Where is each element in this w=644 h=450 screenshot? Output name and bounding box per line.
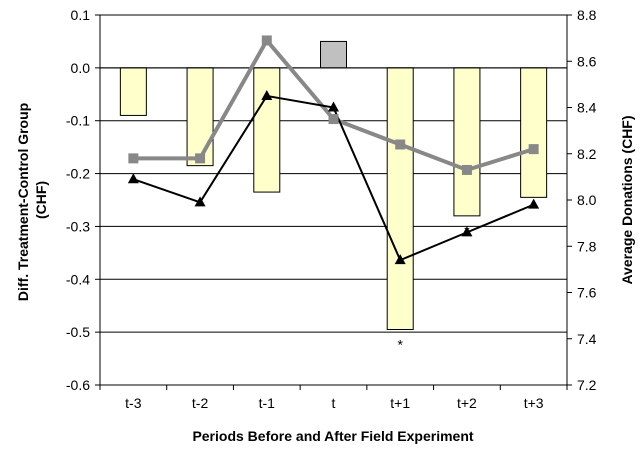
annotations: ** [397, 223, 470, 353]
plot-area [99, 14, 568, 386]
y2-tick-label: 8.6 [577, 53, 597, 69]
y-axis-left-title-line2: (CHF) [33, 181, 49, 219]
x-tick-label: t+3 [524, 395, 544, 411]
bar [119, 67, 147, 116]
y-tick-label: -0.5 [66, 324, 90, 340]
y-tick-label: 0.1 [71, 7, 91, 23]
marker-square [528, 144, 539, 155]
marker-triangle [461, 226, 473, 237]
marker-square [128, 153, 139, 164]
y-axis-left-ticks: 0.1 0.0 -0.1 -0.2 -0.3 -0.4 -0.5 -0.6 [66, 7, 100, 393]
markers [127, 35, 540, 265]
marker-triangle [194, 196, 206, 207]
bar [186, 67, 214, 167]
marker-triangle [528, 198, 540, 209]
marker-triangle [261, 89, 273, 100]
bar [453, 67, 481, 217]
y-axis-right-title: Average Donations (CHF) [619, 115, 635, 284]
marker-triangle [394, 254, 406, 265]
y-tick-label: 0.0 [71, 60, 91, 76]
x-tick-label: t+2 [457, 395, 477, 411]
significance-star: * [397, 337, 403, 353]
x-tick-label: t+1 [390, 395, 410, 411]
y2-tick-label: 8.4 [577, 100, 597, 116]
x-tick-label: t-3 [125, 395, 142, 411]
marker-square [395, 139, 406, 150]
y-axis-left-title: Diff. Treatment-Control Group (CHF) [15, 99, 49, 301]
y2-tick-label: 7.8 [577, 238, 597, 254]
y-tick-label: -0.1 [66, 113, 90, 129]
y2-tick-label: 7.6 [577, 285, 597, 301]
y-tick-label: -0.6 [66, 377, 90, 393]
y2-tick-label: 7.2 [577, 377, 597, 393]
marker-square [461, 164, 472, 175]
x-tick-label: t-2 [192, 395, 209, 411]
bar-highlight [320, 40, 347, 69]
bars [100, 40, 567, 330]
bar [386, 67, 414, 330]
marker-square [328, 114, 339, 125]
marker-square [195, 153, 206, 164]
y2-tick-label: 8.8 [577, 7, 597, 23]
y2-tick-label: 8.0 [577, 192, 597, 208]
y2-tick-label: 8.2 [577, 146, 597, 162]
x-tick-label: t [332, 395, 336, 411]
y2-tick-label: 7.4 [577, 331, 597, 347]
bar [253, 67, 281, 193]
marker-triangle [328, 101, 339, 112]
significance-star: * [464, 223, 470, 239]
y-tick-label: -0.3 [66, 218, 90, 234]
marker-square [261, 35, 272, 46]
y-axis-left-title-line1: Diff. Treatment-Control Group [15, 103, 31, 301]
x-axis-ticks: t-3 t-2 t-1 t t+1 t+2 t+3 [99, 385, 568, 411]
marker-triangle [127, 173, 139, 184]
x-axis-title: Periods Before and After Field Experimen… [192, 428, 473, 444]
y-tick-label: -0.2 [66, 166, 90, 182]
x-tick-label: t-1 [259, 395, 276, 411]
y-tick-label: -0.4 [66, 271, 90, 287]
bar [520, 67, 548, 198]
y-axis-right-ticks: 8.8 8.6 8.4 8.2 8.0 7.8 7.6 7.4 7.2 [567, 7, 597, 393]
